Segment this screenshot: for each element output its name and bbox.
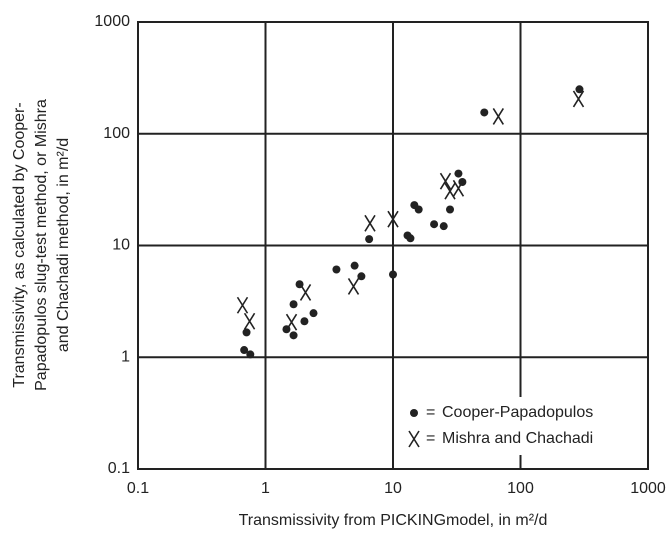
point xyxy=(240,346,249,355)
point xyxy=(242,328,251,337)
x-stroke xyxy=(387,210,399,228)
point xyxy=(454,169,463,178)
x-tick-label: 0.1 xyxy=(127,480,149,497)
x-stroke xyxy=(572,90,585,108)
point xyxy=(289,300,298,309)
plot-frame xyxy=(137,21,649,470)
point xyxy=(299,284,312,301)
y-tick-label: 1000 xyxy=(94,13,130,30)
legend-separator: = xyxy=(426,404,435,421)
point xyxy=(444,182,456,200)
x-stroke xyxy=(347,278,360,295)
y-axis-label: Transmissivity, as calculated by Cooper- xyxy=(11,102,28,387)
x-stroke xyxy=(444,182,456,200)
point xyxy=(289,331,298,340)
point xyxy=(389,270,397,279)
point xyxy=(430,220,439,229)
legend-separator: = xyxy=(426,430,435,447)
point xyxy=(480,108,489,117)
point xyxy=(364,214,376,232)
point xyxy=(408,430,420,448)
x-stroke xyxy=(285,313,298,331)
y-axis-label: and Chachadi method, in m²/d xyxy=(55,138,72,352)
point xyxy=(492,107,505,125)
point xyxy=(572,90,585,108)
point xyxy=(452,179,465,197)
x-axis-label: Transmissivity from PICKINGmodel, in m²/… xyxy=(239,512,548,529)
point xyxy=(285,313,298,331)
legend-label: Mishra and Chachadi xyxy=(442,430,593,447)
x-tick-label: 100 xyxy=(507,480,534,497)
point xyxy=(357,272,366,281)
point xyxy=(309,309,318,318)
point xyxy=(347,278,360,295)
point xyxy=(414,205,423,214)
x-stroke xyxy=(439,172,452,190)
point xyxy=(365,235,374,244)
point xyxy=(575,85,584,94)
point xyxy=(387,210,399,228)
point xyxy=(439,172,452,190)
x-tick-label: 1000 xyxy=(630,480,666,497)
point xyxy=(243,312,256,330)
point xyxy=(439,222,448,231)
x-stroke xyxy=(236,296,249,314)
x-stroke xyxy=(243,312,256,330)
legend-label: Cooper-Papadopulos xyxy=(442,404,593,421)
x-stroke xyxy=(364,214,376,232)
point xyxy=(300,317,309,326)
x-tick-label: 10 xyxy=(384,480,402,497)
y-tick-label: 10 xyxy=(112,237,130,254)
y-tick-label: 100 xyxy=(103,125,130,142)
point xyxy=(406,234,415,243)
point xyxy=(246,350,255,359)
point xyxy=(332,265,341,274)
point xyxy=(236,296,249,314)
point xyxy=(350,261,359,270)
point xyxy=(410,409,418,417)
y-axis-label: Papadopulos slug-test method, or Mishra xyxy=(33,99,50,391)
x-stroke xyxy=(452,179,465,197)
point xyxy=(446,205,455,214)
x-stroke xyxy=(492,107,505,125)
y-tick-label: 1 xyxy=(121,348,130,365)
x-stroke xyxy=(299,284,312,301)
legend-box xyxy=(400,397,646,455)
x-stroke xyxy=(408,430,420,448)
y-tick-label: 0.1 xyxy=(108,460,130,477)
x-tick-label: 1 xyxy=(261,480,270,497)
